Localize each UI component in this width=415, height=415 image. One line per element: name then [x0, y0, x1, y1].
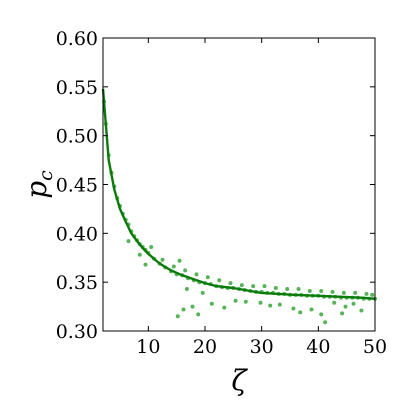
scatter-point: [149, 245, 154, 249]
x-tick-label: 10: [136, 336, 160, 358]
scatter-point: [175, 314, 180, 319]
scatter-point: [200, 290, 205, 295]
scatter-point: [277, 302, 282, 307]
scatter-point: [291, 306, 296, 311]
y-tick-label: 0.35: [56, 272, 98, 294]
scatter-point: [258, 300, 263, 305]
scatter-point: [370, 292, 375, 297]
scatter-point: [351, 301, 356, 306]
scatter-point: [205, 275, 210, 280]
scatter-point: [143, 262, 148, 267]
scatter-point: [298, 310, 303, 315]
scatter-point: [307, 289, 312, 293]
y-tick-label: 0.40: [56, 223, 98, 245]
scatter-point: [126, 239, 131, 244]
scatter-point: [296, 287, 301, 291]
scatter-point: [217, 278, 222, 283]
scatter-point: [228, 281, 233, 286]
x-ticks: 10 20 30 40 50: [136, 38, 387, 358]
scatter-point: [332, 300, 337, 305]
scatter-point: [340, 311, 345, 316]
y-tick-label: 0.50: [56, 126, 98, 148]
scatter-point: [243, 299, 248, 304]
scatter-point: [171, 264, 176, 269]
scatter-point: [239, 283, 244, 288]
y-tick-label: 0.30: [56, 321, 98, 343]
scatter-point: [330, 289, 335, 294]
scatter-point: [364, 291, 369, 296]
scatter-point: [137, 252, 142, 257]
scatter-point: [190, 304, 195, 309]
x-axis-label: ζ: [231, 364, 248, 397]
scatter-point: [222, 305, 227, 310]
scatter-point: [273, 286, 278, 290]
x-tick-label: 30: [250, 336, 274, 358]
series-line: [101, 88, 376, 300]
scatter-point: [343, 304, 348, 309]
x-tick-label: 50: [363, 336, 387, 358]
y-tick-label: 0.55: [56, 77, 98, 99]
scatter-point: [194, 272, 199, 277]
scatter-point: [309, 307, 314, 312]
scatter-point: [285, 287, 290, 291]
y-axis-label: pc: [20, 170, 57, 199]
x-tick-label: 40: [306, 336, 330, 358]
scatter-point: [353, 290, 358, 295]
scatter-point: [319, 289, 324, 293]
scatter-point: [177, 258, 182, 263]
scatter-point: [341, 290, 346, 295]
scatter-point: [262, 284, 267, 289]
fit-line: [101, 88, 376, 300]
x-tick-label: 20: [193, 336, 217, 358]
scatter-point: [196, 312, 201, 317]
scatter-point: [183, 268, 188, 273]
y-ticks: 0.30 0.35 0.40 0.45 0.50 0.55 0.60: [56, 28, 375, 343]
scatter-point: [251, 284, 256, 289]
scatter-point: [209, 301, 214, 306]
scatter-point: [181, 307, 186, 312]
y-tick-label: 0.45: [56, 175, 98, 197]
scatter-point: [184, 287, 189, 291]
scatter-points: [102, 99, 377, 325]
scatter-point: [160, 257, 165, 262]
scatter-point: [233, 298, 238, 303]
scatter-point: [319, 312, 324, 317]
y-axis-label-sub: c: [35, 170, 57, 181]
scatter-point: [323, 320, 328, 325]
scatter-point: [268, 303, 273, 308]
y-axis-label-main: p: [20, 181, 53, 199]
scatter-point: [359, 308, 364, 313]
y-tick-label: 0.60: [56, 28, 98, 50]
